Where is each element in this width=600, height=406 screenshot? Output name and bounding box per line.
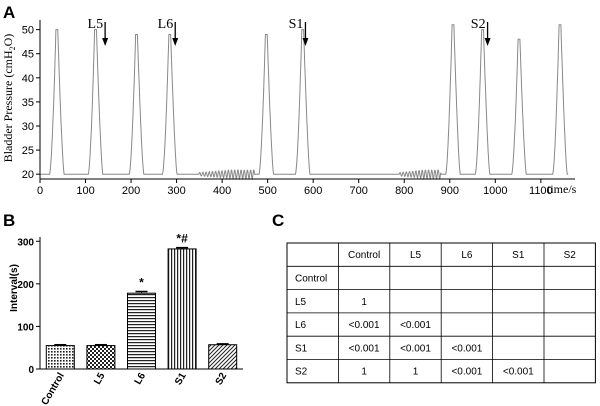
table-cell: 1 <box>361 297 367 308</box>
x-tick-label: 0 <box>37 185 43 197</box>
annotation-s2: S2 <box>471 17 491 46</box>
bar-l6: * <box>127 276 156 370</box>
table-header-cell: S2 <box>564 250 577 261</box>
table-cell: <0.001 <box>400 320 431 331</box>
arrowhead-icon <box>302 38 309 46</box>
bar-y-tick-label: 200 <box>17 280 34 291</box>
table-row-header: S2 <box>295 367 308 378</box>
y-axis-title: Bladder Pressure (cmH2O) <box>1 34 17 163</box>
table-header-cell: L5 <box>410 250 422 261</box>
bar-x-label: L5 <box>92 371 108 387</box>
x-tick-label: 100 <box>76 185 94 197</box>
arrowhead-icon <box>102 38 109 46</box>
table-row-header: L6 <box>295 320 307 331</box>
x-tick-label: 800 <box>395 185 413 197</box>
annotation-label: L6 <box>158 17 174 32</box>
table-cell: <0.001 <box>451 343 482 354</box>
bar-rect <box>208 344 238 370</box>
x-tick-label: 1100 <box>529 185 553 197</box>
table-cell: <0.001 <box>451 367 482 378</box>
annotation-s1: S1 <box>289 17 309 46</box>
bar-rect <box>167 248 197 370</box>
table-cell: <0.001 <box>349 320 380 331</box>
significance-marker: * <box>139 276 144 290</box>
panel-label-b: B <box>3 211 15 230</box>
bar-rect <box>45 345 75 370</box>
bar-l5 <box>86 343 116 370</box>
y-tick-label: 20 <box>22 169 34 181</box>
y-tick-label: 45 <box>22 49 34 61</box>
panel-b-bar-chart: Interval(s) 0 100 200 300 * *# Control L5 L6 S1… <box>9 232 243 406</box>
significance-marker: *# <box>176 232 188 246</box>
p-value-table: Control L5 L6 S1 S2 Control L5 1 L6 <0.001 <0.001 S… <box>286 242 596 384</box>
y-tick-label: 30 <box>22 121 34 133</box>
table-row-header: L5 <box>295 297 307 308</box>
table-row-header: Control <box>295 273 327 284</box>
table-header-cell: S1 <box>512 250 525 261</box>
bar-x-label: S2 <box>214 371 230 387</box>
bar-x-label: Control <box>40 371 67 406</box>
table-header-cell: L6 <box>461 250 473 261</box>
table-row-header: S1 <box>295 343 308 354</box>
y-tick-label: 40 <box>22 73 34 85</box>
arrowhead-icon <box>172 38 179 46</box>
x-tick-label: 700 <box>350 185 368 197</box>
x-tick-label: 200 <box>122 185 140 197</box>
bar-x-label: L6 <box>133 371 149 387</box>
bar-rect <box>127 292 156 370</box>
table-cell: <0.001 <box>349 343 380 354</box>
x-axis-title: time/s <box>547 182 577 196</box>
table-cell: 1 <box>361 367 367 378</box>
x-tick-label: 900 <box>441 185 459 197</box>
panel-label-c: C <box>272 211 284 230</box>
arrowhead-icon <box>484 38 491 46</box>
y-tick-label: 50 <box>22 25 34 37</box>
table-header-cell: Control <box>348 250 380 261</box>
table-cell: <0.001 <box>400 343 431 354</box>
panel-label-a: A <box>3 3 15 22</box>
bar-control <box>45 343 75 370</box>
bar-s2 <box>208 343 238 370</box>
bar-x-label: S1 <box>173 371 189 387</box>
bar-y-tick-label: 100 <box>17 322 34 333</box>
annotation-label: L5 <box>88 17 104 32</box>
table-cell: 1 <box>413 367 419 378</box>
x-tick-label: 400 <box>213 185 231 197</box>
bar-s1: *# <box>167 232 197 370</box>
panel-a-trace-chart: Bladder Pressure (cmH2O) 20253035404550 … <box>1 17 577 197</box>
annotation-label: S1 <box>289 17 304 32</box>
table-cell: <0.001 <box>503 367 534 378</box>
annotation-label: S2 <box>471 17 486 32</box>
annotation-l5: L5 <box>88 17 109 46</box>
bar-y-tick-label: 300 <box>17 237 34 248</box>
y-tick-label: 25 <box>22 145 34 157</box>
x-tick-label: 500 <box>258 185 276 197</box>
x-tick-label: 1000 <box>483 185 507 197</box>
x-tick-label: 600 <box>304 185 322 197</box>
interval-y-axis-title: Interval(s) <box>9 264 20 312</box>
y-tick-label: 35 <box>22 97 34 109</box>
bar-rect <box>86 345 116 370</box>
bar-y-tick-label: 0 <box>28 365 34 376</box>
pressure-trace-line <box>40 24 569 181</box>
x-tick-label: 300 <box>167 185 185 197</box>
annotation-l6: L6 <box>158 17 179 46</box>
